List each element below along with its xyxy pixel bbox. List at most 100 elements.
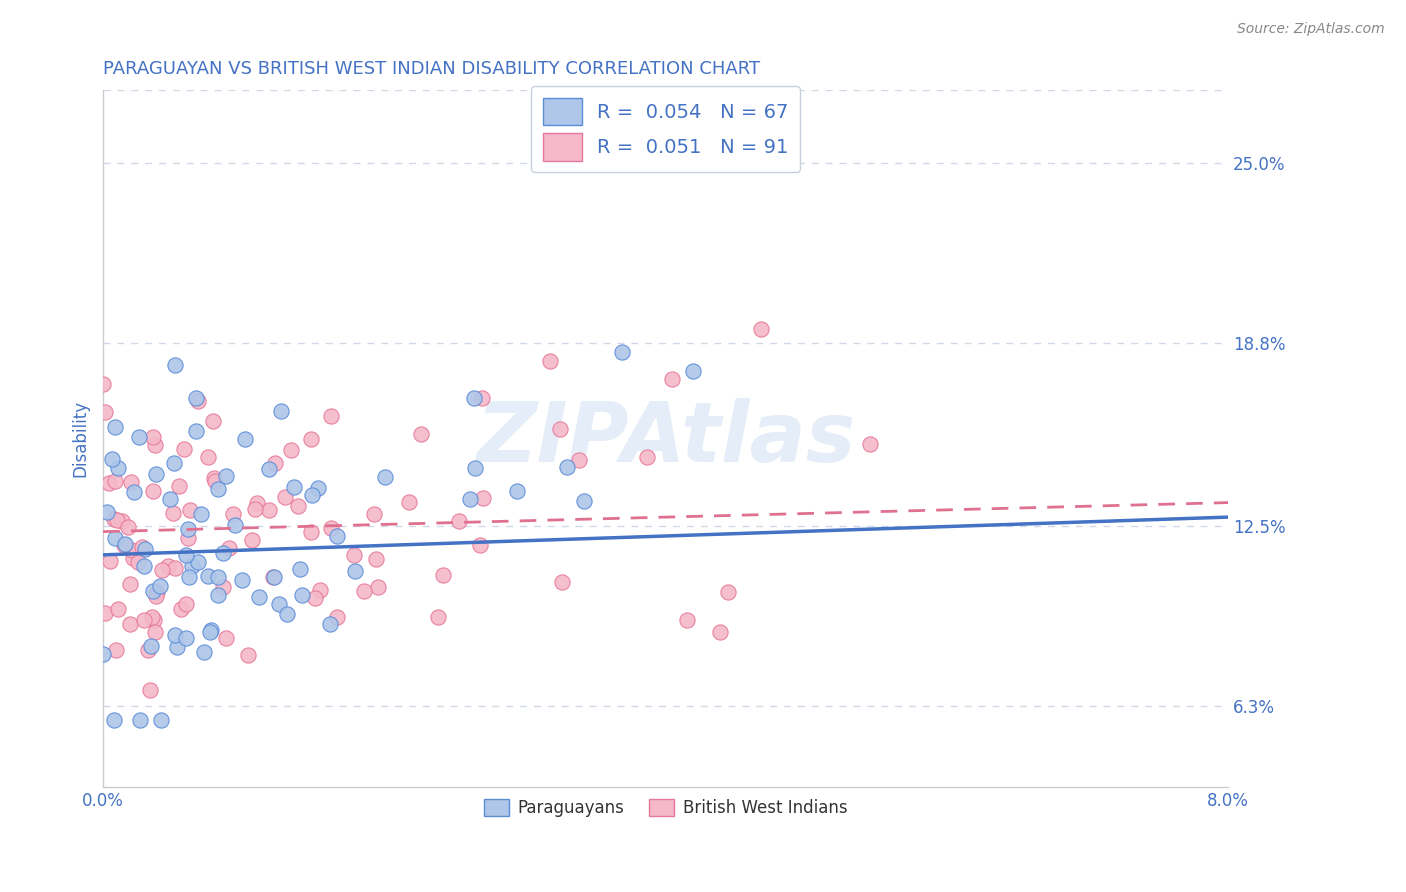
Point [218, 541, 240, 556]
Point [207, 570, 229, 584]
Point [238, 648, 260, 662]
Point [471, 491, 494, 505]
Point [464, 461, 486, 475]
Point [143, 624, 166, 639]
Point [141, 610, 163, 624]
Point [326, 529, 349, 543]
Point [246, 495, 269, 509]
Point [283, 480, 305, 494]
Point [163, 628, 186, 642]
Point [114, 537, 136, 551]
Point [291, 588, 314, 602]
Point [409, 427, 432, 442]
Point [177, 531, 200, 545]
Point [263, 570, 285, 584]
Point [568, 453, 591, 467]
Point [105, 513, 128, 527]
Point [98, 553, 121, 567]
Point [319, 409, 342, 423]
Point [91, 377, 114, 392]
Point [204, 474, 226, 488]
Point [202, 471, 225, 485]
Point [287, 499, 309, 513]
Point [131, 540, 153, 554]
Point [141, 639, 163, 653]
Point [197, 450, 219, 465]
Point [257, 462, 280, 476]
Y-axis label: Disability: Disability [72, 401, 89, 477]
Point [134, 541, 156, 556]
Point [128, 429, 150, 443]
Point [143, 613, 166, 627]
Point [319, 521, 342, 535]
Point [93, 647, 115, 661]
Point [301, 488, 323, 502]
Point [233, 433, 256, 447]
Point [240, 533, 263, 547]
Point [112, 538, 135, 552]
Point [142, 430, 165, 444]
Point [288, 562, 311, 576]
Point [197, 568, 219, 582]
Point [111, 514, 134, 528]
Point [120, 616, 142, 631]
Point [98, 475, 121, 490]
Point [150, 714, 173, 728]
Point [186, 391, 208, 405]
Point [152, 563, 174, 577]
Point [167, 479, 190, 493]
Point [200, 624, 222, 639]
Point [309, 583, 332, 598]
Point [104, 531, 127, 545]
Point [257, 503, 280, 517]
Point [374, 469, 396, 483]
Point [207, 482, 229, 496]
Point [145, 467, 167, 481]
Point [243, 502, 266, 516]
Point [118, 577, 141, 591]
Point [103, 512, 125, 526]
Point [548, 422, 571, 436]
Point [574, 493, 596, 508]
Point [107, 602, 129, 616]
Point [103, 714, 125, 728]
Point [93, 606, 115, 620]
Point [142, 484, 165, 499]
Point [301, 432, 323, 446]
Point [104, 474, 127, 488]
Legend: Paraguayans, British West Indians: Paraguayans, British West Indians [478, 793, 853, 824]
Point [174, 548, 197, 562]
Point [299, 524, 322, 539]
Point [139, 683, 162, 698]
Point [187, 555, 209, 569]
Point [550, 574, 572, 589]
Point [859, 437, 882, 451]
Point [280, 442, 302, 457]
Point [100, 452, 122, 467]
Point [122, 551, 145, 566]
Point [555, 460, 578, 475]
Point [353, 584, 375, 599]
Point [749, 322, 772, 336]
Point [506, 483, 529, 498]
Point [637, 450, 659, 464]
Point [96, 505, 118, 519]
Point [107, 461, 129, 475]
Point [211, 580, 233, 594]
Point [447, 514, 470, 528]
Point [262, 570, 284, 584]
Point [156, 558, 179, 573]
Text: PARAGUAYAN VS BRITISH WEST INDIAN DISABILITY CORRELATION CHART: PARAGUAYAN VS BRITISH WEST INDIAN DISABI… [103, 60, 761, 78]
Point [143, 438, 166, 452]
Text: Source: ZipAtlas.com: Source: ZipAtlas.com [1237, 22, 1385, 37]
Point [274, 490, 297, 504]
Point [343, 565, 366, 579]
Point [162, 506, 184, 520]
Point [538, 354, 561, 368]
Point [129, 714, 152, 728]
Point [200, 623, 222, 637]
Point [247, 591, 270, 605]
Point [190, 507, 212, 521]
Point [367, 580, 389, 594]
Point [187, 394, 209, 409]
